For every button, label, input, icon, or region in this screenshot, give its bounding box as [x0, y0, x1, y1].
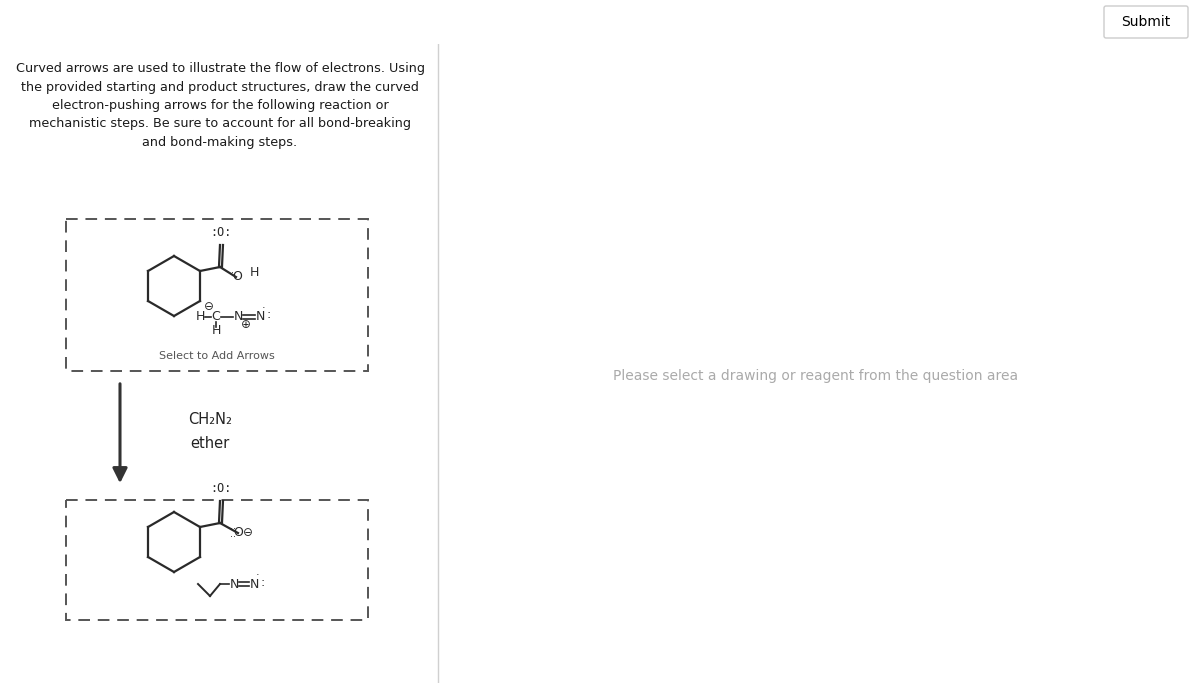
Text: Submit: Submit	[1121, 15, 1171, 29]
Text: H: H	[211, 324, 221, 337]
Text: ether: ether	[191, 436, 229, 451]
Text: CH₂N₂: CH₂N₂	[188, 411, 232, 426]
Text: N: N	[256, 311, 265, 324]
Text: Problem 13 of 20: Problem 13 of 20	[523, 13, 677, 31]
Text: :O:: :O:	[210, 226, 232, 239]
Text: C: C	[211, 311, 221, 324]
Text: O: O	[232, 270, 242, 283]
Text: ⊖: ⊖	[204, 301, 214, 313]
Text: Select to Add Arrows: Select to Add Arrows	[160, 351, 275, 361]
Text: N: N	[250, 578, 259, 591]
Text: ·: ·	[256, 570, 260, 580]
Text: :: :	[260, 576, 264, 589]
Text: ⊕: ⊕	[241, 318, 251, 331]
Text: ⊖: ⊖	[244, 527, 253, 540]
Text: :O:: :O:	[210, 482, 232, 495]
Text: H: H	[250, 266, 259, 279]
Text: O: O	[233, 527, 242, 540]
Text: ·: ·	[262, 303, 266, 313]
Bar	[66, 219, 368, 371]
Text: ··: ··	[230, 532, 236, 542]
FancyBboxPatch shape	[1104, 6, 1188, 38]
Text: ··: ··	[228, 268, 234, 278]
Text: N: N	[229, 578, 239, 591]
Text: :: :	[266, 309, 270, 322]
Text: Please select a drawing or reagent from the question area: Please select a drawing or reagent from …	[613, 370, 1019, 383]
Text: H: H	[196, 311, 205, 324]
Bar	[66, 500, 368, 620]
Text: N: N	[233, 311, 242, 324]
Text: Curved arrows are used to illustrate the flow of electrons. Using
the provided s: Curved arrows are used to illustrate the…	[16, 62, 425, 149]
Text: ←: ←	[13, 12, 31, 32]
Text: ··: ··	[230, 524, 236, 534]
